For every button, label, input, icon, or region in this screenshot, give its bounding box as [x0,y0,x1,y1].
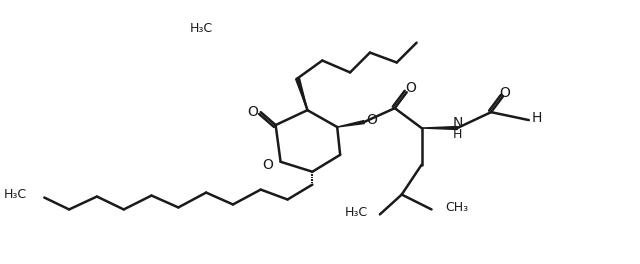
Polygon shape [422,126,458,130]
Text: H: H [532,111,542,125]
Text: H₃C: H₃C [345,206,368,219]
Text: O: O [262,158,273,172]
Polygon shape [296,78,307,110]
Text: O: O [500,86,511,100]
Text: H₃C: H₃C [3,188,26,201]
Text: N: N [452,116,463,130]
Text: H: H [452,129,462,142]
Text: O: O [405,81,416,95]
Text: O: O [366,113,377,127]
Text: O: O [247,105,258,119]
Text: CH₃: CH₃ [445,201,468,214]
Polygon shape [337,121,364,127]
Text: H₃C: H₃C [190,22,213,35]
